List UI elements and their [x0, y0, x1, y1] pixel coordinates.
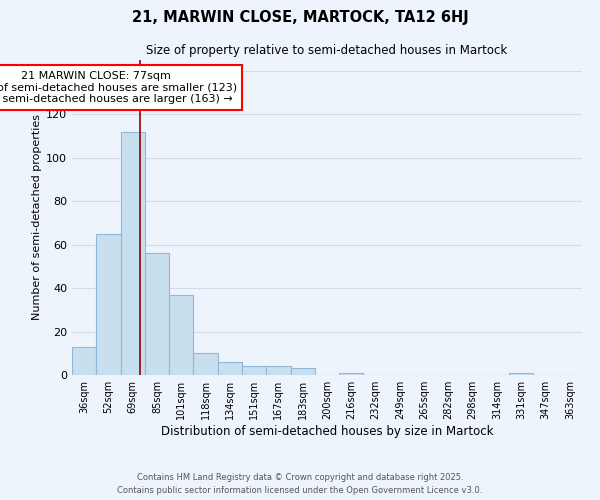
- Bar: [509, 373, 533, 375]
- Bar: [96, 234, 121, 375]
- Bar: [266, 366, 290, 375]
- Bar: [290, 368, 315, 375]
- Y-axis label: Number of semi-detached properties: Number of semi-detached properties: [32, 114, 42, 320]
- Bar: [121, 132, 145, 375]
- Bar: [193, 354, 218, 375]
- Bar: [339, 373, 364, 375]
- Bar: [169, 294, 193, 375]
- Text: Contains HM Land Registry data © Crown copyright and database right 2025.
Contai: Contains HM Land Registry data © Crown c…: [118, 474, 482, 495]
- Title: Size of property relative to semi-detached houses in Martock: Size of property relative to semi-detach…: [146, 44, 508, 58]
- Text: 21, MARWIN CLOSE, MARTOCK, TA12 6HJ: 21, MARWIN CLOSE, MARTOCK, TA12 6HJ: [131, 10, 469, 25]
- X-axis label: Distribution of semi-detached houses by size in Martock: Distribution of semi-detached houses by …: [161, 425, 493, 438]
- Bar: [145, 254, 169, 375]
- Bar: [218, 362, 242, 375]
- Bar: [242, 366, 266, 375]
- Text: 21 MARWIN CLOSE: 77sqm
← 40% of semi-detached houses are smaller (123)
52% of se: 21 MARWIN CLOSE: 77sqm ← 40% of semi-det…: [0, 71, 237, 104]
- Bar: [72, 347, 96, 375]
